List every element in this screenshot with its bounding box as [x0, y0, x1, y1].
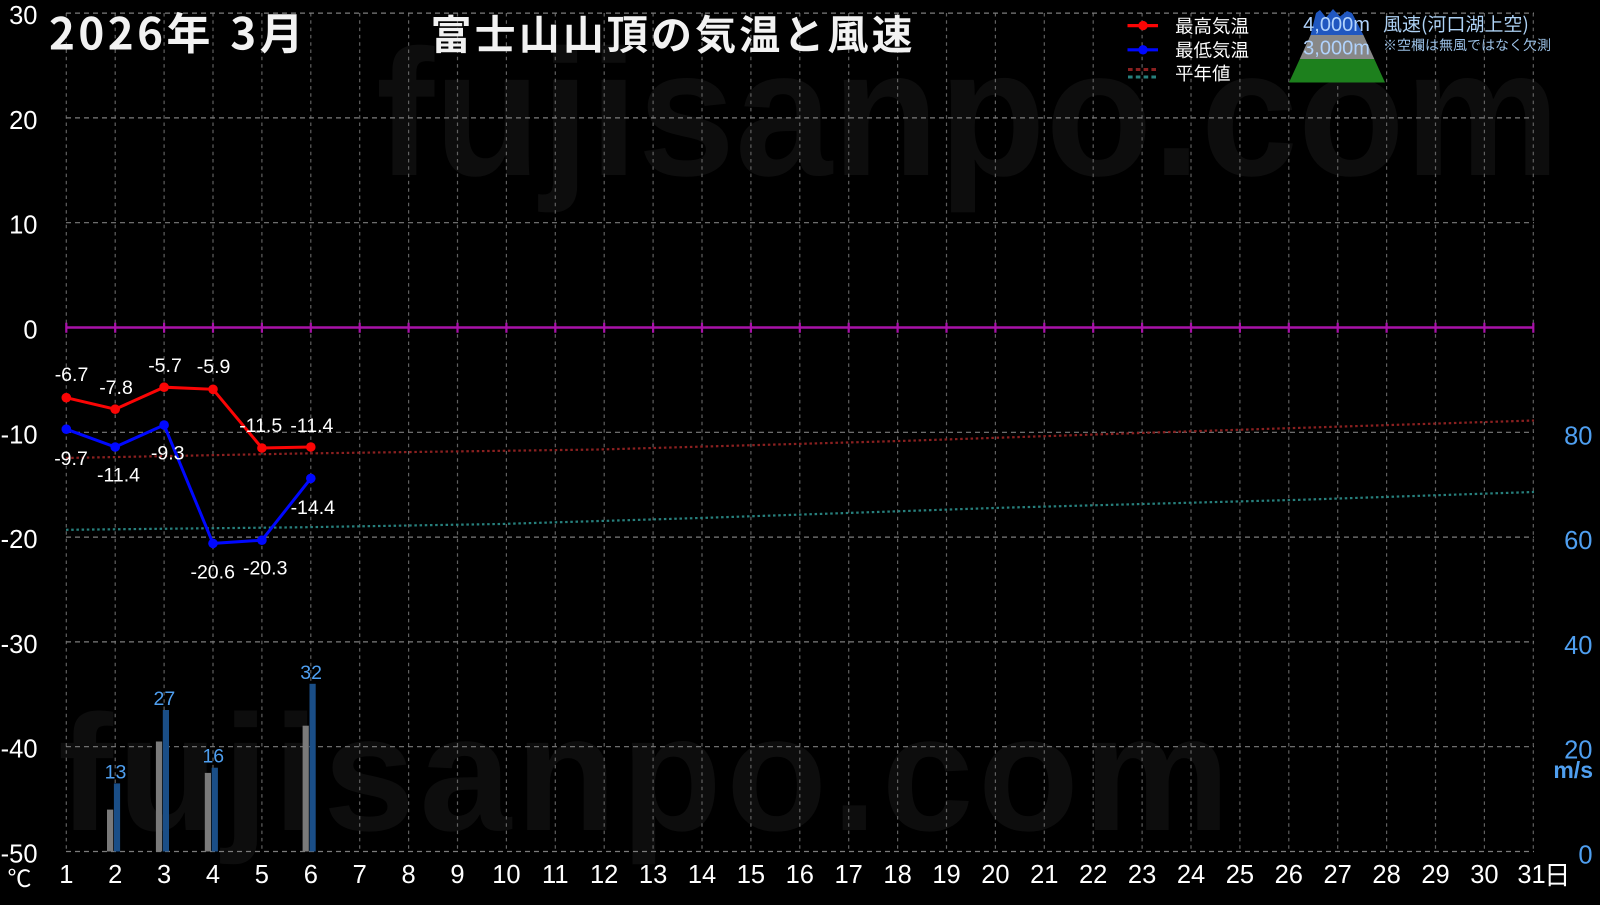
svg-text:-20.6: -20.6 [190, 562, 234, 584]
svg-text:29: 29 [1421, 861, 1449, 889]
svg-text:13: 13 [639, 861, 667, 889]
svg-text:30: 30 [1470, 861, 1498, 889]
svg-text:30: 30 [9, 2, 37, 30]
svg-text:-7.8: -7.8 [99, 377, 133, 399]
svg-text:10: 10 [492, 861, 520, 889]
svg-text:-5.9: -5.9 [197, 356, 231, 378]
svg-text:fujisanpo.com: fujisanpo.com [58, 681, 1230, 865]
svg-text:32: 32 [300, 662, 322, 684]
svg-text:24: 24 [1177, 861, 1205, 889]
svg-text:-5.7: -5.7 [148, 355, 182, 377]
svg-text:40: 40 [1564, 632, 1592, 660]
svg-text:-11.4: -11.4 [290, 415, 333, 437]
svg-text:12: 12 [590, 861, 618, 889]
svg-text:60: 60 [1564, 527, 1592, 555]
svg-text:6: 6 [304, 861, 318, 889]
svg-text:0: 0 [1578, 842, 1592, 870]
svg-text:2: 2 [108, 861, 122, 889]
svg-text:17: 17 [835, 861, 863, 889]
svg-text:27: 27 [154, 688, 176, 710]
svg-text:9: 9 [450, 861, 464, 889]
svg-text:18: 18 [883, 861, 911, 889]
svg-text:23: 23 [1128, 861, 1156, 889]
svg-text:-40: -40 [1, 736, 38, 764]
svg-text:0: 0 [23, 317, 37, 345]
svg-text:20: 20 [981, 861, 1009, 889]
svg-text:10: 10 [9, 212, 37, 240]
svg-text:-9.7: -9.7 [54, 448, 88, 470]
svg-text:13: 13 [105, 761, 127, 783]
svg-text:-6.7: -6.7 [55, 364, 89, 386]
svg-text:-30: -30 [1, 631, 38, 659]
svg-text:21: 21 [1030, 861, 1058, 889]
svg-text:19: 19 [932, 861, 960, 889]
svg-text:4,000m: 4,000m [1303, 14, 1370, 36]
svg-text:8: 8 [402, 861, 416, 889]
svg-text:-20.3: -20.3 [243, 558, 287, 580]
svg-text:22: 22 [1079, 861, 1107, 889]
svg-text:28: 28 [1372, 861, 1400, 889]
svg-text:20: 20 [1564, 737, 1592, 765]
svg-text:14: 14 [688, 861, 716, 889]
svg-text:-11.5: -11.5 [239, 415, 282, 437]
svg-text:-11.4: -11.4 [97, 465, 140, 487]
svg-text:16: 16 [202, 746, 224, 768]
svg-text:3: 3 [157, 861, 171, 889]
svg-text:7: 7 [353, 861, 367, 889]
svg-text:80: 80 [1564, 422, 1592, 450]
svg-text:3,000m: 3,000m [1303, 38, 1370, 60]
svg-text:25: 25 [1226, 861, 1254, 889]
svg-text:-20: -20 [1, 526, 38, 554]
svg-text:1: 1 [59, 861, 73, 889]
svg-text:20: 20 [9, 107, 37, 135]
svg-text:26: 26 [1275, 861, 1303, 889]
svg-text:-14.4: -14.4 [291, 497, 336, 519]
svg-text:11: 11 [542, 861, 568, 889]
svg-text:-10: -10 [1, 421, 38, 449]
svg-text:-50: -50 [1, 841, 38, 869]
svg-text:31: 31 [1517, 861, 1545, 889]
svg-text:16: 16 [786, 861, 814, 889]
svg-text:27: 27 [1324, 861, 1352, 889]
svg-text:m/s: m/s [1553, 757, 1593, 783]
svg-text:15: 15 [737, 861, 765, 889]
svg-text:4: 4 [206, 861, 220, 889]
svg-text:5: 5 [255, 861, 269, 889]
svg-text:-9.3: -9.3 [151, 442, 185, 464]
